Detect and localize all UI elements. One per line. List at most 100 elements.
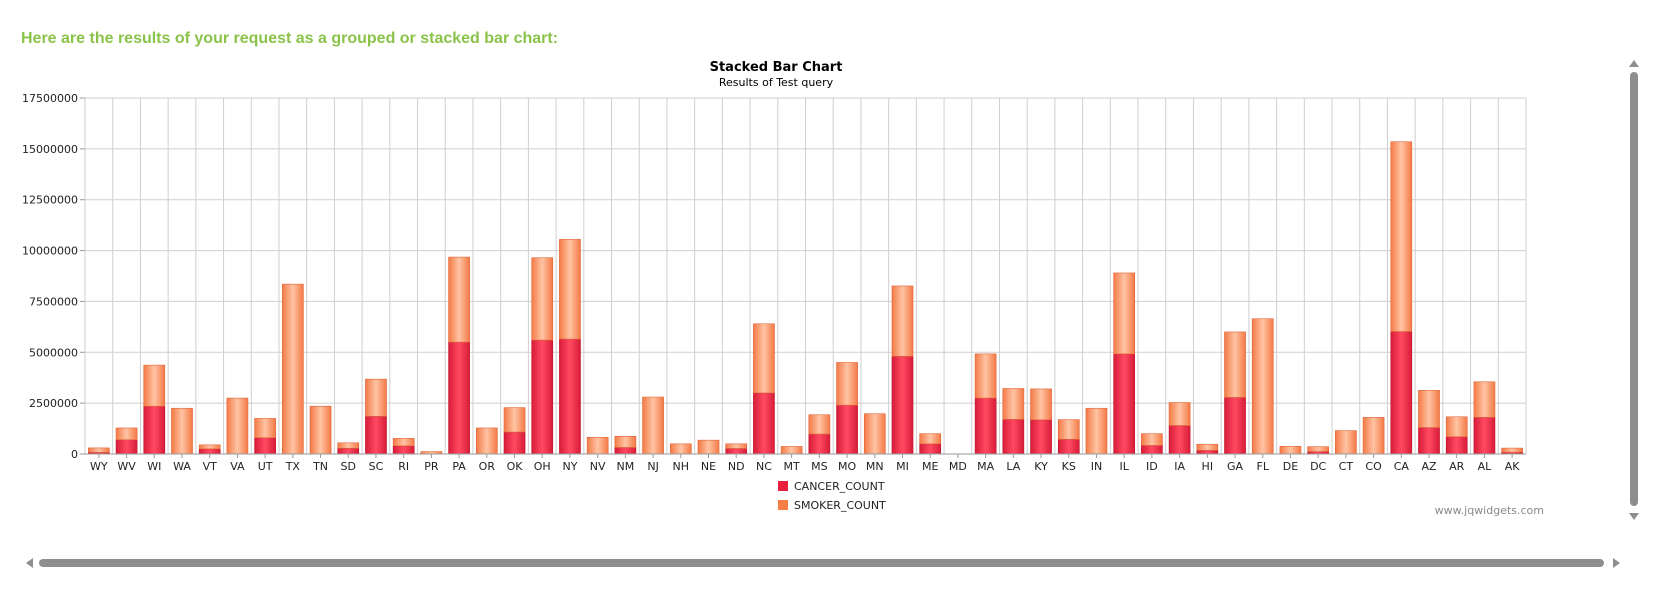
x-tick-label: OR xyxy=(479,460,496,473)
x-tick-label: GA xyxy=(1227,460,1244,473)
x-tick-label: KY xyxy=(1034,460,1048,473)
bar-cancer-count-pa xyxy=(448,341,470,455)
x-tick-label: RI xyxy=(398,460,409,473)
x-tick-label: AZ xyxy=(1421,460,1437,473)
legend-label: CANCER_COUNT xyxy=(794,480,885,493)
bar-smoker-count-al xyxy=(1473,381,1496,418)
x-tick-label: PR xyxy=(424,460,439,473)
y-tick-label: 12500000 xyxy=(22,194,78,207)
bar-cancer-count-oh xyxy=(531,339,554,455)
x-tick-label: TN xyxy=(312,460,328,473)
bar-cancer-count-il xyxy=(1113,353,1136,455)
bar-smoker-count-wi xyxy=(143,364,166,407)
y-tick-label: 15000000 xyxy=(22,143,78,156)
bar-smoker-count-va xyxy=(226,397,249,455)
x-tick-label: IL xyxy=(1119,460,1129,473)
y-axis: 0 2500000 5000000 7500000 10000000 12500000 15… xyxy=(22,92,85,461)
x-tick-label: NE xyxy=(701,460,716,473)
bar-smoker-count-ne xyxy=(697,439,720,455)
x-tick-label: ND xyxy=(728,460,745,473)
bar-smoker-count-in xyxy=(1085,407,1108,455)
x-tick-label: ME xyxy=(922,460,938,473)
chart-title: Stacked Bar Chart xyxy=(710,60,843,75)
bar-cancer-count-az xyxy=(1418,427,1440,455)
scroll-down-icon[interactable] xyxy=(1629,513,1639,520)
bar-smoker-count-ms xyxy=(808,414,831,435)
bar-cancer-count-ok xyxy=(503,431,526,455)
scroll-up-icon[interactable] xyxy=(1629,60,1639,67)
x-axis: WY WV WI WA VT VA UT TX TN SD SC RI PR PA OR OK OH NY NV NM… xyxy=(85,453,1526,473)
y-tick-label: 2500000 xyxy=(29,397,78,410)
bar-smoker-count-ny xyxy=(559,239,581,340)
bar-cancer-count-mi xyxy=(891,356,914,455)
x-tick-label: VA xyxy=(230,460,245,473)
x-tick-label: WI xyxy=(147,460,161,473)
bar-smoker-count-nd xyxy=(725,443,748,449)
bar-smoker-count-vt xyxy=(198,444,221,450)
scroll-left-icon[interactable] xyxy=(26,558,33,568)
x-tick-label: CO xyxy=(1365,460,1382,473)
horizontal-scrollbar[interactable] xyxy=(26,557,1620,569)
x-tick-label: CA xyxy=(1394,460,1410,473)
vertical-scrollbar[interactable] xyxy=(1628,60,1640,520)
x-tick-label: MS xyxy=(811,460,827,473)
bar-smoker-count-me xyxy=(919,433,942,445)
x-tick-label: FL xyxy=(1257,460,1270,473)
bar-cancer-count-wv xyxy=(115,439,138,455)
bar-smoker-count-ky xyxy=(1030,388,1052,421)
bar-smoker-count-nj xyxy=(642,396,664,455)
bar-smoker-count-ca xyxy=(1390,141,1413,332)
chart-grid xyxy=(84,97,1527,455)
chart-svg: Stacked Bar Chart Results of Test query … xyxy=(22,60,1527,512)
bar-smoker-count-mo xyxy=(836,362,858,406)
bar-smoker-count-mt xyxy=(780,446,803,455)
bar-cancer-count-ny xyxy=(559,338,581,455)
x-tick-label: NH xyxy=(673,460,690,473)
bar-smoker-count-az xyxy=(1418,390,1440,428)
bar-cancer-count-wi xyxy=(143,405,166,455)
x-tick-label: AK xyxy=(1505,460,1521,473)
legend-label: SMOKER_COUNT xyxy=(794,499,886,512)
bar-cancer-count-la xyxy=(1002,419,1025,455)
y-tick-label: 10000000 xyxy=(22,245,78,258)
y-tick-label: 0 xyxy=(71,448,78,461)
x-tick-label: WV xyxy=(117,460,136,473)
bar-smoker-count-dc xyxy=(1307,446,1329,452)
bar-cancer-count-ky xyxy=(1030,419,1052,455)
bar-cancer-count-ar xyxy=(1445,436,1468,455)
x-tick-label: MA xyxy=(977,460,994,473)
bar-cancer-count-al xyxy=(1473,417,1496,455)
x-tick-label: OK xyxy=(507,460,524,473)
bar-cancer-count-nd xyxy=(725,448,748,455)
x-tick-label: LA xyxy=(1006,460,1020,473)
scroll-right-icon[interactable] xyxy=(1613,558,1620,568)
y-tick-label: 7500000 xyxy=(29,295,78,308)
x-tick-label: AL xyxy=(1478,460,1493,473)
bar-smoker-count-ia xyxy=(1168,402,1191,426)
bar-smoker-count-ar xyxy=(1445,416,1468,438)
vertical-scroll-thumb[interactable] xyxy=(1630,72,1638,506)
horizontal-scroll-thumb[interactable] xyxy=(39,559,1604,567)
bar-smoker-count-de xyxy=(1279,445,1302,455)
bar-cancer-count-mo xyxy=(836,404,858,455)
bar-cancer-count-ia xyxy=(1168,425,1191,455)
bar-smoker-count-wv xyxy=(115,427,138,441)
x-tick-label: MN xyxy=(866,460,884,473)
x-tick-label: IA xyxy=(1174,460,1185,473)
bar-smoker-count-ri xyxy=(392,438,415,447)
bar-cancer-count-hi xyxy=(1196,450,1219,455)
x-tick-label: TX xyxy=(285,460,301,473)
bar-cancer-count-ms xyxy=(808,433,831,455)
bar-smoker-count-ut xyxy=(254,418,276,439)
x-tick-label: NY xyxy=(562,460,577,473)
bar-smoker-count-ma xyxy=(974,353,997,399)
bar-cancer-count-me xyxy=(919,443,942,455)
bar-smoker-count-oh xyxy=(531,257,554,341)
x-tick-label: OH xyxy=(534,460,551,473)
x-tick-label: WA xyxy=(173,460,191,473)
bar-cancer-count-id xyxy=(1141,445,1163,455)
x-tick-label: UT xyxy=(258,460,273,473)
bar-smoker-count-nm xyxy=(614,436,637,448)
bar-cancer-count-sc xyxy=(365,416,387,455)
bar-smoker-count-hi xyxy=(1196,443,1219,451)
